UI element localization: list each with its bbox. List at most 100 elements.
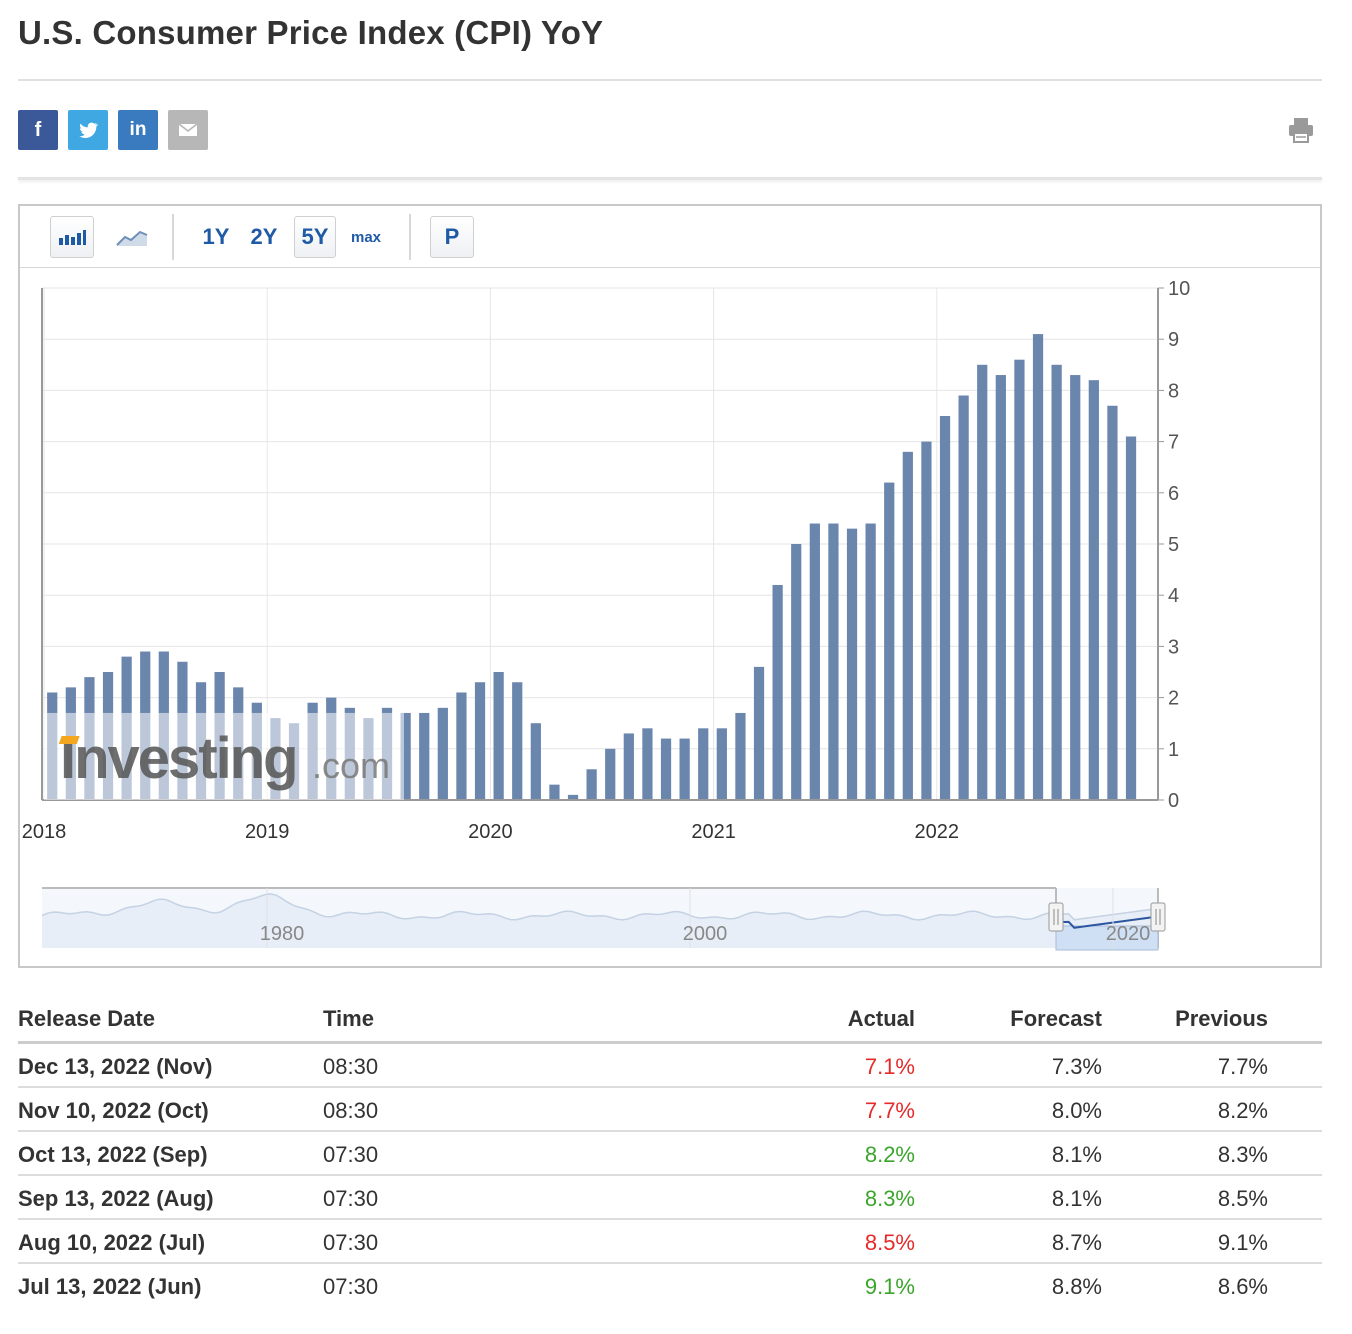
chart-bar: [679, 738, 690, 800]
cell-previous: 7.7%: [1217, 1054, 1268, 1079]
chart-bar: [1088, 380, 1099, 800]
p-button[interactable]: P: [430, 216, 474, 258]
header-forecast[interactable]: Forecast: [1010, 1006, 1102, 1031]
table-row: Jul 13, 2022 (Jun) 07:30 9.1% 8.8% 8.6%: [18, 1264, 1322, 1308]
chart-bar: [921, 441, 932, 800]
chart-bar: [437, 707, 448, 800]
cell-time: 08:30: [323, 1054, 379, 1079]
cell-actual: 8.3%: [864, 1186, 915, 1211]
cell-release-date: Aug 10, 2022 (Jul): [18, 1230, 206, 1255]
navigator-area: [42, 893, 1158, 948]
divider: [18, 177, 1322, 180]
cell-actual: 7.1%: [864, 1054, 915, 1079]
page-title: U.S. Consumer Price Index (CPI) YoY: [18, 14, 604, 51]
bar-chart-icon: [59, 230, 86, 245]
navigator-line: [41, 893, 1159, 921]
cell-actual: 9.1%: [864, 1274, 915, 1299]
y-tick-label: 4: [1168, 585, 1179, 607]
chart-bar: [1014, 359, 1025, 800]
navigator-selection: [1055, 925, 1159, 951]
toolbar-separator: [409, 214, 411, 260]
chart-bar: [884, 482, 895, 800]
bar-chart-button[interactable]: [50, 216, 94, 258]
header-time[interactable]: Time: [323, 1006, 374, 1031]
cell-release-date: Dec 13, 2022 (Nov): [18, 1054, 213, 1079]
divider: [18, 79, 1322, 81]
table-row: Aug 10, 2022 (Jul) 07:30 8.5% 8.7% 9.1%: [18, 1220, 1322, 1264]
twitter-icon: [79, 122, 99, 138]
email-share-button[interactable]: [168, 110, 208, 150]
navigator-handle: [1150, 902, 1166, 932]
line-chart-button[interactable]: [110, 216, 154, 258]
table-body: Dec 13, 2022 (Nov) 08:30 7.1% 7.3% 7.7% …: [18, 1044, 1322, 1308]
range-1y-button[interactable]: 1Y: [202, 224, 230, 249]
chart-bar: [995, 375, 1006, 800]
investing-watermark-suffix: .com: [312, 745, 390, 786]
chart-bar: [512, 682, 523, 800]
chart-panel: 1Y 2Y 5Y max P 0 1 2 3 4 5 6 7 8 9 10 2018 2019 2020 2…: [18, 204, 1322, 968]
range-5y-button[interactable]: 5Y: [294, 216, 336, 258]
facebook-share-button[interactable]: f: [18, 110, 58, 150]
cell-previous: 8.3%: [1217, 1142, 1268, 1167]
chart-bar: [753, 666, 765, 800]
chart-bar: [400, 712, 411, 800]
chart-bar: [977, 364, 988, 800]
twitter-share-button[interactable]: [68, 110, 108, 150]
y-tick-label: 9: [1168, 329, 1179, 351]
cell-previous: 8.5%: [1217, 1186, 1268, 1211]
cell-time: 07:30: [323, 1186, 379, 1211]
chart-toolbar: 1Y 2Y 5Y max P: [20, 206, 1320, 268]
cell-actual: 8.2%: [864, 1142, 915, 1167]
chart-bar: [1070, 375, 1081, 800]
navigator-tick-label: 2020: [1106, 923, 1151, 945]
x-tick-label: 2022: [915, 821, 960, 843]
cell-time: 07:30: [323, 1230, 379, 1255]
cpi-bar-chart: 0 1 2 3 4 5 6 7 8 9 10 2018 2019 2020 2021 2022 Investin…: [22, 278, 1190, 951]
chart-bar: [493, 672, 504, 800]
chart-bar: [735, 712, 746, 800]
cell-forecast: 7.3%: [1051, 1054, 1102, 1079]
y-tick-label: 2: [1168, 688, 1179, 710]
chart-bar: [586, 769, 597, 800]
table-row: Nov 10, 2022 (Oct) 08:30 7.7% 8.0% 8.2%: [18, 1088, 1322, 1132]
chart-bar: [456, 692, 467, 800]
cell-release-date: Jul 13, 2022 (Jun): [18, 1274, 202, 1299]
cell-actual: 8.5%: [864, 1230, 915, 1255]
y-tick-label: 5: [1168, 534, 1179, 556]
chart-bar: [549, 784, 560, 800]
watermark-overlay: [44, 712, 404, 800]
range-max-button[interactable]: max: [350, 228, 382, 246]
linkedin-share-button[interactable]: in: [118, 110, 158, 150]
chart-bar: [902, 451, 913, 800]
chart-bar: [828, 523, 839, 800]
header-previous[interactable]: Previous: [1175, 1006, 1268, 1031]
cell-forecast: 8.7%: [1051, 1230, 1102, 1255]
watermark-accent: [58, 736, 80, 744]
x-tick-label: 2019: [245, 821, 290, 843]
navigator-handle: [1048, 902, 1064, 932]
chart-bar: [846, 528, 858, 800]
investing-watermark: Investing: [60, 726, 297, 791]
cell-release-date: Sep 13, 2022 (Aug): [18, 1186, 214, 1211]
navigator-tick-label: 2000: [683, 923, 728, 945]
header-actual[interactable]: Actual: [847, 1006, 915, 1031]
chart-bar: [865, 523, 876, 800]
cell-previous: 8.6%: [1217, 1274, 1268, 1299]
chart-bar: [939, 416, 951, 800]
y-tick-label: 1: [1168, 739, 1179, 761]
range-2y-button[interactable]: 2Y: [250, 224, 278, 249]
linkedin-icon: in: [129, 119, 147, 140]
table-header: Release Date Time Actual Forecast Previo…: [18, 996, 1322, 1044]
chart-bar: [605, 748, 616, 800]
chart-bar: [660, 738, 672, 800]
y-tick-label: 6: [1168, 483, 1179, 505]
chart-bar: [772, 584, 783, 800]
print-icon[interactable]: [1286, 115, 1316, 145]
cell-previous: 9.1%: [1217, 1230, 1268, 1255]
toolbar-separator: [172, 214, 174, 260]
table-row: Oct 13, 2022 (Sep) 07:30 8.2% 8.1% 8.3%: [18, 1132, 1322, 1176]
chart-bar: [716, 728, 727, 800]
chart-bar: [698, 728, 709, 800]
header-release-date[interactable]: Release Date: [18, 1006, 155, 1031]
cell-time: 08:30: [323, 1098, 379, 1123]
